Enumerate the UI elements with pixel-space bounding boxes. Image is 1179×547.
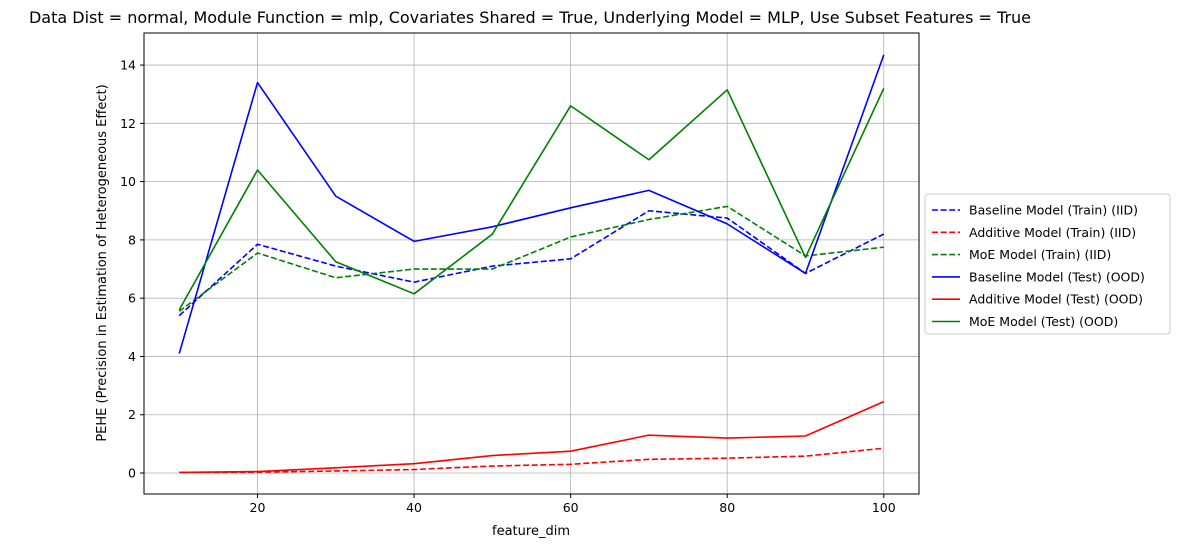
grid-lines — [144, 33, 919, 494]
series-line-4 — [179, 400, 885, 474]
y-tick-label: 14 — [120, 58, 136, 73]
series-line-5 — [178, 88, 885, 311]
legend-label-0: Baseline Model (Train) (IID) — [969, 203, 1138, 218]
y-tick-label: 0 — [128, 466, 136, 481]
y-tick-label: 8 — [128, 232, 136, 247]
legend-label-4: Additive Model (Test) (OOD) — [969, 292, 1143, 307]
x-tick-label: 20 — [250, 500, 266, 515]
x-tick-label: 60 — [563, 500, 579, 515]
x-tick-label: 100 — [872, 500, 896, 515]
legend-label-3: Baseline Model (Test) (OOD) — [969, 269, 1145, 284]
y-tick-label: 10 — [120, 174, 136, 189]
legend: Baseline Model (Train) (IID) Additive Mod… — [924, 193, 1171, 335]
y-tick-label: 4 — [128, 349, 136, 364]
legend-label-1: Additive Model (Train) (IID) — [969, 225, 1136, 240]
x-tick-label: 40 — [406, 500, 422, 515]
series-line-0 — [178, 209, 885, 317]
y-tick-label: 12 — [120, 116, 136, 131]
series-line-1 — [179, 447, 884, 474]
y-tick-label: 6 — [128, 291, 136, 306]
x-axis-ticks: 20 40 60 80 100 — [250, 494, 896, 515]
legend-label-5: MoE Model (Test) (OOD) — [969, 314, 1118, 329]
series-line-2 — [178, 205, 884, 312]
legend-box — [924, 193, 1171, 335]
legend-label-2: MoE Model (Train) (IID) — [969, 247, 1111, 262]
series-line-3 — [178, 54, 885, 354]
chart-title: Data Dist = normal, Module Function = ml… — [29, 8, 1031, 27]
y-axis-ticks: 0 2 4 6 8 10 12 14 — [120, 58, 144, 481]
y-axis-label: PEHE (Precision in Estimation of Heterog… — [95, 84, 110, 441]
plot-frame — [143, 32, 920, 495]
y-tick-label: 2 — [128, 407, 136, 422]
x-axis-label: feature_dim — [492, 524, 570, 539]
series-lines — [178, 54, 885, 474]
x-tick-label: 80 — [719, 500, 735, 515]
